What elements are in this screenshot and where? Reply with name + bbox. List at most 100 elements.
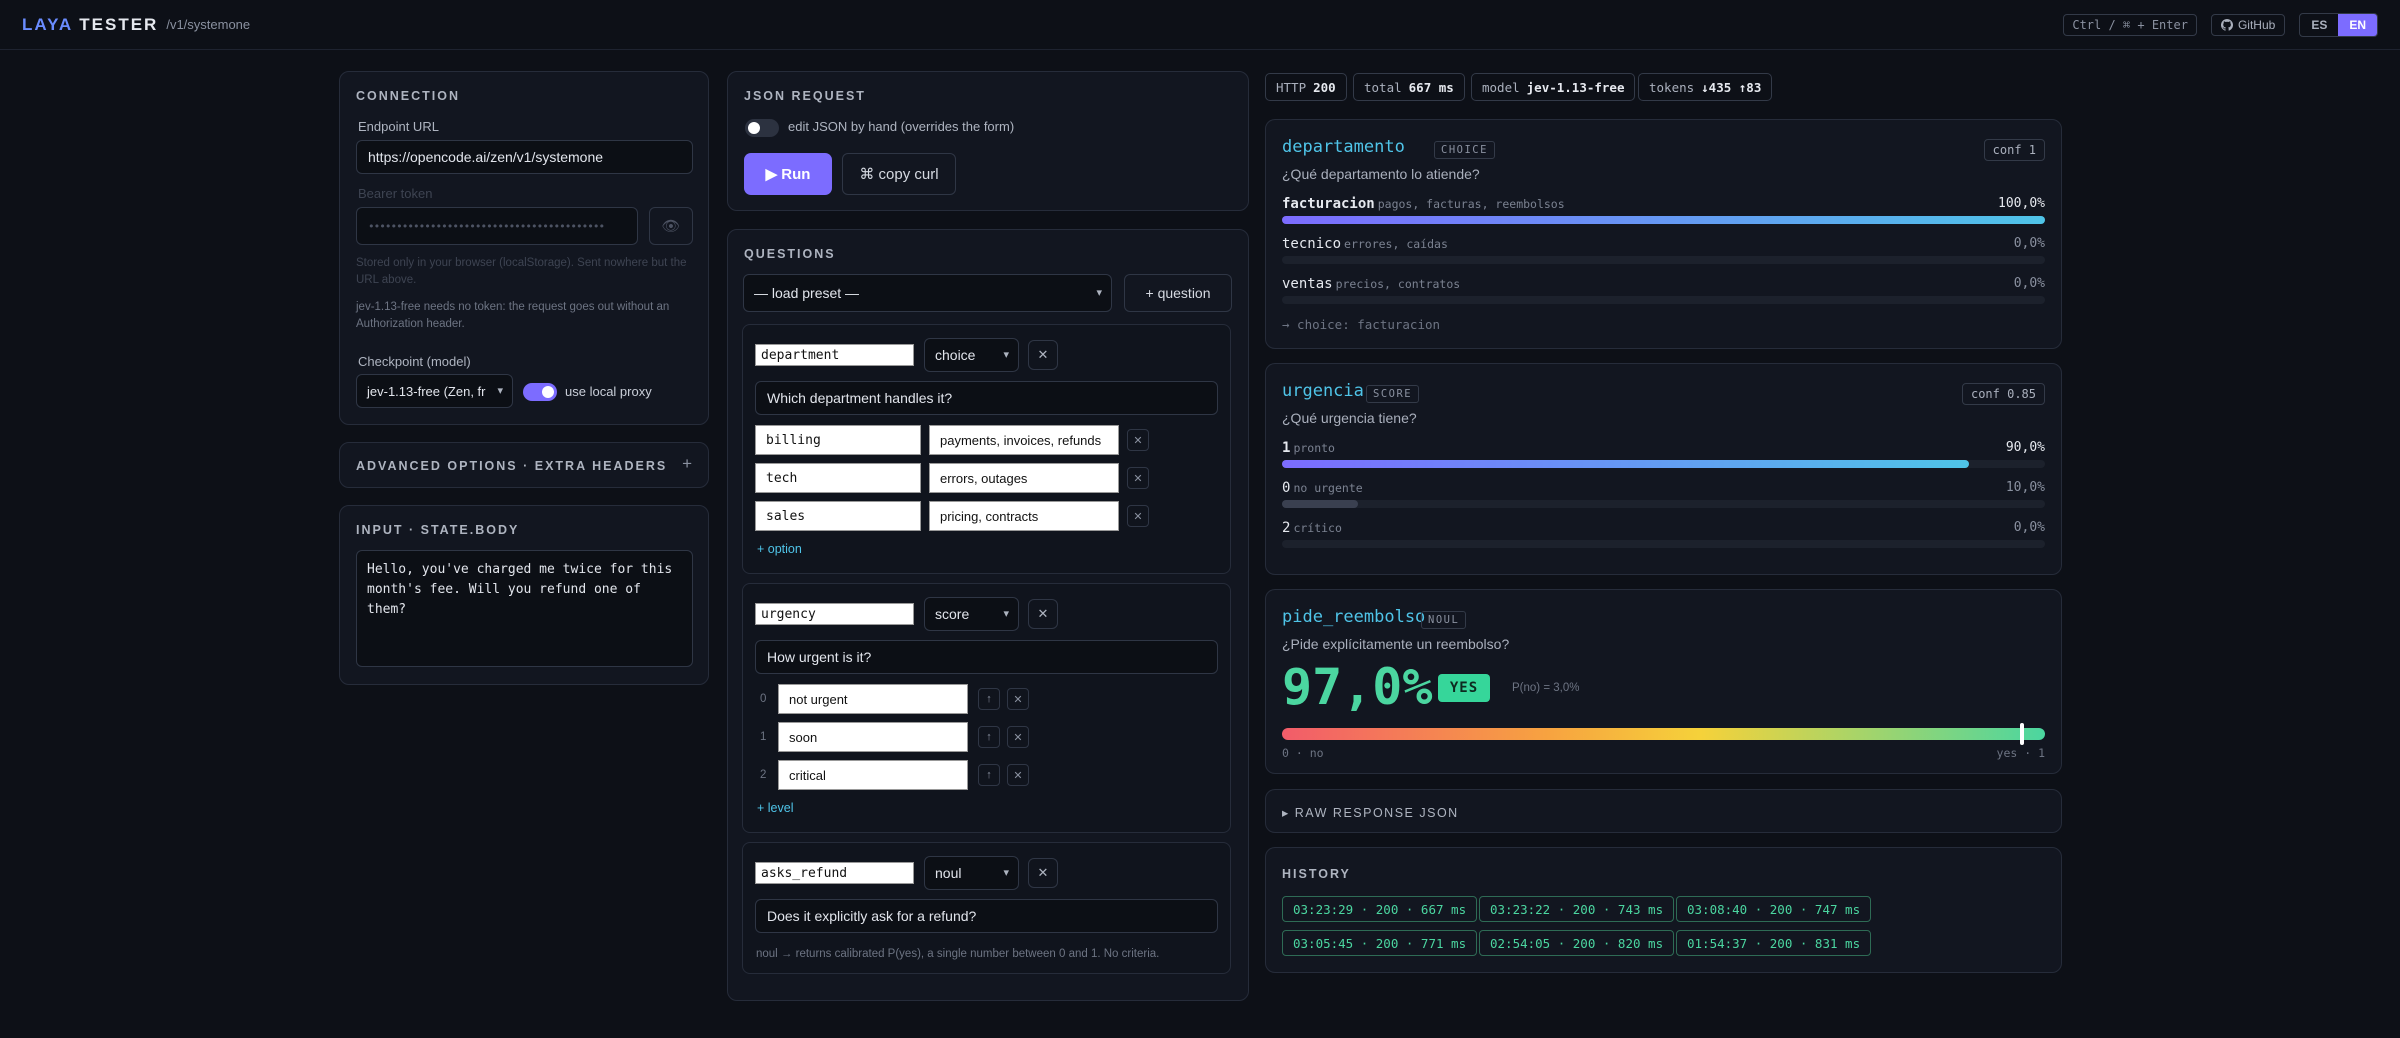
level-number: 0 <box>760 693 767 705</box>
input-title: INPUT · STATE.BODY <box>356 523 520 537</box>
close-icon: ✕ <box>1037 347 1049 362</box>
endpoint-path: /v1/systemone <box>166 17 251 32</box>
confidence-badge: conf 0.85 <box>1961 383 2045 405</box>
level-label-input[interactable]: not urgent <box>778 684 968 714</box>
add-question-button[interactable]: + question <box>1124 274 1232 312</box>
type-tag: CHOICE <box>1434 141 1495 159</box>
question-name-input[interactable]: department <box>755 344 914 366</box>
choice-result: → choice: facturacion <box>1282 317 1441 332</box>
history-item[interactable]: 03:23:22 · 200 · 743 ms <box>1479 896 1675 922</box>
delete-question-button[interactable]: ✕ <box>1028 599 1058 629</box>
close-icon: ✕ <box>1013 769 1023 782</box>
edit-json-toggle[interactable] <box>745 119 779 137</box>
advanced-options-panel[interactable]: ADVANCED OPTIONS · EXTRA HEADERS + <box>339 442 709 488</box>
close-icon: ✕ <box>1037 865 1049 880</box>
level-label-input[interactable]: critical <box>778 760 968 790</box>
gauge-marker <box>2020 723 2025 745</box>
show-token-button[interactable]: 👁 <box>649 207 693 245</box>
question-text-input[interactable]: How urgent is it? <box>755 640 1218 674</box>
shortcut-hint: Ctrl / ⌘ + Enter <box>2063 14 2197 36</box>
close-icon: ✕ <box>1013 693 1023 706</box>
chevron-down-icon: ▾ <box>1096 287 1102 299</box>
history-item[interactable]: 01:54:37 · 200 · 831 ms <box>1676 930 1872 956</box>
option-key-input[interactable]: billing <box>755 425 921 455</box>
option-desc-input[interactable]: pricing, contracts <box>929 501 1119 531</box>
type-tag: SCORE <box>1366 385 1420 403</box>
remove-level-button[interactable]: ✕ <box>1007 688 1029 710</box>
chevron-down-icon: ▾ <box>1003 349 1009 361</box>
remove-option-button[interactable]: ✕ <box>1127 429 1149 451</box>
move-up-button[interactable]: ↑ <box>978 764 1000 786</box>
result-question: ¿Qué urgencia tiene? <box>1282 410 1417 426</box>
checkpoint-select[interactable]: jev-1.13-free (Zen, fr ▾ <box>356 374 513 408</box>
question-name-input[interactable]: urgency <box>755 603 914 625</box>
remove-level-button[interactable]: ✕ <box>1007 764 1029 786</box>
option-key-input[interactable]: sales <box>755 501 921 531</box>
connection-panel: CONNECTION Endpoint URL https://opencode… <box>339 71 709 425</box>
json-request-panel: JSON REQUEST edit JSON by hand (override… <box>727 71 1249 211</box>
question-type-select[interactable]: score ▾ <box>924 597 1019 631</box>
model-badge: model jev-1.13-free <box>1471 73 1636 101</box>
probability-bar-fill <box>1282 460 1969 468</box>
close-icon: ✕ <box>1133 434 1143 447</box>
delete-question-button[interactable]: ✕ <box>1028 340 1058 370</box>
probability-bar-fill <box>1282 216 2045 224</box>
history-item[interactable]: 03:05:45 · 200 · 771 ms <box>1282 930 1478 956</box>
brand-logo: LAYA TESTER <box>22 14 159 34</box>
remove-option-button[interactable]: ✕ <box>1127 467 1149 489</box>
delete-question-button[interactable]: ✕ <box>1028 858 1058 888</box>
question-type-select[interactable]: choice ▾ <box>924 338 1019 372</box>
token-input[interactable]: ••••••••••••••••••••••••••••••••••••••••… <box>356 207 638 245</box>
result-row: ventas precios, contratos 0,0% <box>1282 276 2045 312</box>
move-up-button[interactable]: ↑ <box>978 688 1000 710</box>
proxy-toggle[interactable] <box>523 383 557 401</box>
close-icon: ✕ <box>1013 731 1023 744</box>
remove-option-button[interactable]: ✕ <box>1127 505 1149 527</box>
question-text-input[interactable]: Does it explicitly ask for a refund? <box>755 899 1218 933</box>
option-desc-input[interactable]: payments, invoices, refunds <box>929 425 1119 455</box>
question-name-input[interactable]: asks_refund <box>755 862 914 884</box>
edit-json-label: edit JSON by hand (overrides the form) <box>788 119 1015 134</box>
preset-select[interactable]: — load preset — ▾ <box>743 274 1112 312</box>
question-card-urgency: urgency score ▾ ✕ How urgent is it? 0 not… <box>742 583 1231 833</box>
expand-plus-icon: + <box>682 454 692 473</box>
option-key-input[interactable]: tech <box>755 463 921 493</box>
result-row: 0 no urgente 10,0% <box>1282 480 2045 516</box>
result-row: tecnico errores, caídas 0,0% <box>1282 236 2045 272</box>
result-card-pide-reembolso: pide_reembolso NOUL ¿Pide explícitamente… <box>1265 589 2062 774</box>
history-title: HISTORY <box>1282 867 1351 881</box>
lang-es-button[interactable]: ES <box>2311 18 2328 32</box>
result-name: pide_reembolso <box>1282 607 1426 627</box>
type-tag: NOUL <box>1421 611 1467 629</box>
chevron-down-icon: ▾ <box>497 385 503 397</box>
arrow-up-icon: ↑ <box>986 769 992 781</box>
option-desc-input[interactable]: errors, outages <box>929 463 1119 493</box>
lang-en-button[interactable]: EN <box>2338 14 2377 36</box>
github-icon <box>2220 19 2233 31</box>
result-row: 1 pronto 90,0% <box>1282 440 2045 476</box>
question-text-input[interactable]: Which department handles it? <box>755 381 1218 415</box>
add-level-link[interactable]: + level <box>757 801 794 815</box>
json-request-title: JSON REQUEST <box>744 89 866 103</box>
add-option-link[interactable]: + option <box>757 542 802 556</box>
github-link[interactable]: GitHub <box>2210 14 2286 36</box>
connection-title: CONNECTION <box>356 89 461 103</box>
level-label-input[interactable]: soon <box>778 722 968 752</box>
question-type-select[interactable]: noul ▾ <box>924 856 1019 890</box>
level-number: 1 <box>760 731 767 743</box>
tokens-badge: tokens ↓435 ↑83 <box>1638 73 1773 101</box>
history-item[interactable]: 03:08:40 · 200 · 747 ms <box>1676 896 1872 922</box>
question-card-department: department choice ▾ ✕ Which department ha… <box>742 324 1231 574</box>
p-no-label: P(no) = 3,0% <box>1512 682 1580 694</box>
body-textarea[interactable]: Hello, you've charged me twice for this … <box>356 550 693 667</box>
run-button[interactable]: ▶ Run <box>744 153 832 195</box>
total-time-badge: total 667 ms <box>1353 73 1465 101</box>
raw-response-toggle[interactable]: ▸ RAW RESPONSE JSON <box>1265 789 2062 833</box>
copy-curl-button[interactable]: ⌘ copy curl <box>842 153 956 195</box>
history-item[interactable]: 02:54:05 · 200 · 820 ms <box>1479 930 1675 956</box>
history-item[interactable]: 03:23:29 · 200 · 667 ms <box>1282 896 1478 922</box>
result-row: facturacion pagos, facturas, reembolsos 1… <box>1282 196 2045 232</box>
remove-level-button[interactable]: ✕ <box>1007 726 1029 748</box>
move-up-button[interactable]: ↑ <box>978 726 1000 748</box>
endpoint-input[interactable]: https://opencode.ai/zen/v1/systemone <box>356 140 693 174</box>
